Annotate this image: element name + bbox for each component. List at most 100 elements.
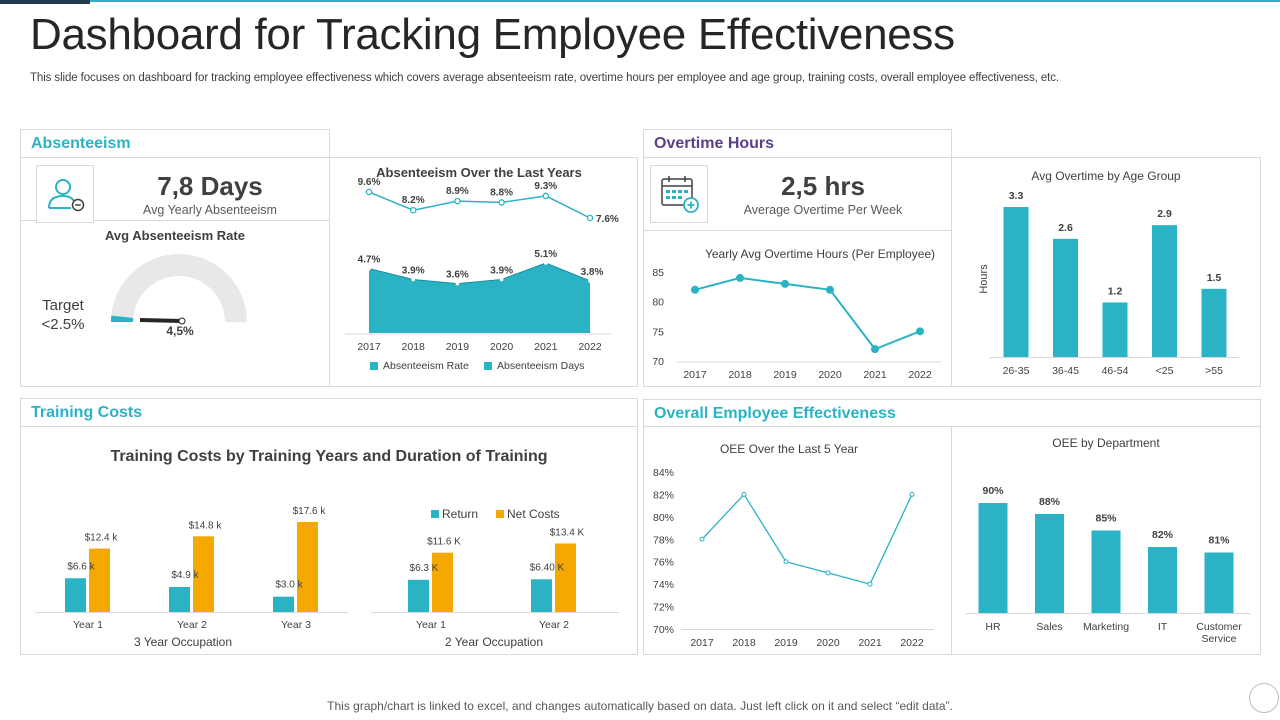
absenteeism-days-point xyxy=(409,206,417,214)
footer-note: This graph/chart is linked to excel, and… xyxy=(327,699,953,713)
overtime-line xyxy=(694,276,921,351)
gauge-needle-hub xyxy=(178,317,186,325)
department-bar-label: 85% xyxy=(1095,513,1117,525)
age-bar-label: 2.6 xyxy=(1058,222,1073,234)
absenteeism-kpi-label: Avg Yearly Absenteeism xyxy=(143,203,277,217)
gauge-value: 4,5% xyxy=(166,324,194,338)
age-bar xyxy=(1152,225,1177,357)
x-tick-label: 2018 xyxy=(402,341,426,353)
x-tick-label: 2019 xyxy=(773,369,797,381)
oee-department-chart: OEE by Department 90% 88% 85% 82% 81% HR Sales M… xyxy=(966,436,1250,645)
age-bar xyxy=(1201,288,1227,357)
net-costs-bar xyxy=(89,548,110,612)
oee-point xyxy=(909,491,915,497)
age-bar xyxy=(1053,238,1078,357)
x-tick-label: 2019 xyxy=(446,341,470,353)
return-bar xyxy=(169,586,190,612)
chart-title: Training Costs by Training Years and Dur… xyxy=(110,448,547,465)
department-bar-label: 81% xyxy=(1208,535,1230,547)
chart-title: Yearly Avg Overtime Hours (Per Employee) xyxy=(705,247,935,261)
return-label: $3.0 k xyxy=(275,580,303,591)
net-costs-label: $11.6 K xyxy=(427,537,461,548)
legend-label-rate: Absenteeism Rate xyxy=(383,360,469,372)
department-bar xyxy=(1204,552,1234,613)
x-tick-label: 46-54 xyxy=(1102,365,1129,377)
x-tick-label: 2020 xyxy=(816,637,840,649)
return-label: $6.3 K xyxy=(410,563,439,574)
overtime-point xyxy=(916,327,924,336)
top-accent-bar xyxy=(0,0,90,4)
top-accent-line xyxy=(0,0,1280,2)
y-tick-label: 82% xyxy=(653,489,674,501)
legend-swatch-net-costs xyxy=(496,510,504,518)
x-tick-label: 2017 xyxy=(683,369,707,381)
gauge-fill xyxy=(111,315,134,322)
x-tick-label: 2022 xyxy=(578,341,602,353)
x-tick-label: 36-45 xyxy=(1052,365,1079,377)
x-tick-label: 2017 xyxy=(690,637,714,649)
department-bar xyxy=(1035,514,1064,613)
absenteeism-days-label: 7.6% xyxy=(596,214,619,225)
age-bar xyxy=(1003,207,1029,357)
return-bar xyxy=(273,596,294,612)
group-title: 3 Year Occupation xyxy=(134,635,232,649)
chart-title: Absenteeism Over the Last Years xyxy=(376,165,582,180)
calendar-add-icon xyxy=(661,176,699,213)
x-tick-label: Sales xyxy=(1036,621,1062,633)
absenteeism-rate-point xyxy=(367,266,371,271)
absenteeism-gauge: 4,5% xyxy=(111,254,247,338)
x-tick-label: 2019 xyxy=(774,637,798,649)
absenteeism-rate-point xyxy=(455,281,460,286)
legend-label-net-costs: Net Costs xyxy=(507,507,560,521)
net-costs-bar xyxy=(297,522,318,612)
absenteeism-days-label: 9.6% xyxy=(358,177,381,188)
overtime-age-chart: Avg Overtime by Age Group Hours 3.3 26-35 2.… xyxy=(978,169,1239,377)
x-tick-label: Year 1 xyxy=(73,619,103,631)
legend-label-days: Absenteeism Days xyxy=(497,360,585,372)
age-bar-label: 1.2 xyxy=(1108,285,1123,297)
return-label: $6.40 K xyxy=(530,562,565,573)
x-tick-label: >55 xyxy=(1205,365,1223,377)
absenteeism-days-label: 8.8% xyxy=(490,187,513,198)
legend-swatch-return xyxy=(431,510,439,518)
absenteeism-divider xyxy=(20,220,330,221)
x-tick-label: Marketing xyxy=(1083,621,1129,633)
x-tick-label: Customer Service xyxy=(1196,621,1242,645)
absenteeism-rate-point xyxy=(544,261,548,265)
return-bar xyxy=(65,578,86,612)
x-tick-label: Year 2 xyxy=(177,619,207,631)
absenteeism-days-label: 9.3% xyxy=(534,181,557,192)
oee-point xyxy=(699,536,705,542)
x-tick-label: 2022 xyxy=(900,637,924,649)
oee-line xyxy=(701,493,913,585)
x-tick-label: 2018 xyxy=(732,637,756,649)
absenteeism-rate-point xyxy=(411,277,415,282)
legend-swatch-days xyxy=(484,362,492,370)
x-tick-label: 2021 xyxy=(534,341,558,353)
y-tick-label: 80 xyxy=(652,297,664,309)
x-tick-label: Year 1 xyxy=(416,619,446,631)
y-tick-label: 72% xyxy=(653,602,674,614)
absenteeism-rate-area xyxy=(369,263,590,333)
department-bar xyxy=(1091,530,1121,613)
x-tick-label: Year 2 xyxy=(539,619,569,631)
return-label: $6.6 k xyxy=(67,561,95,572)
oee-point xyxy=(741,491,747,497)
overtime-point xyxy=(781,279,789,288)
overtime-section-title: Overtime Hours xyxy=(643,129,952,157)
absenteeism-section-title: Absenteeism xyxy=(20,129,330,157)
department-bar xyxy=(978,503,1008,613)
absenteeism-rate-label: 3.6% xyxy=(446,270,469,281)
x-tick-label: 2020 xyxy=(490,341,514,353)
overtime-kpi-value: 2,5 hrs xyxy=(781,171,865,201)
absenteeism-days-label: 8.9% xyxy=(446,186,469,197)
absenteeism-days-point xyxy=(542,192,550,200)
absenteeism-kpi-value: 7,8 Days xyxy=(157,171,263,201)
page-title: Dashboard for Tracking Employee Effectiv… xyxy=(30,10,955,59)
y-tick-label: 84% xyxy=(653,467,674,479)
legend-label-return: Return xyxy=(442,507,478,521)
user-remove-icon xyxy=(48,179,85,212)
y-tick-label: 75 xyxy=(652,326,664,338)
net-costs-label: $13.4 K xyxy=(550,527,585,538)
